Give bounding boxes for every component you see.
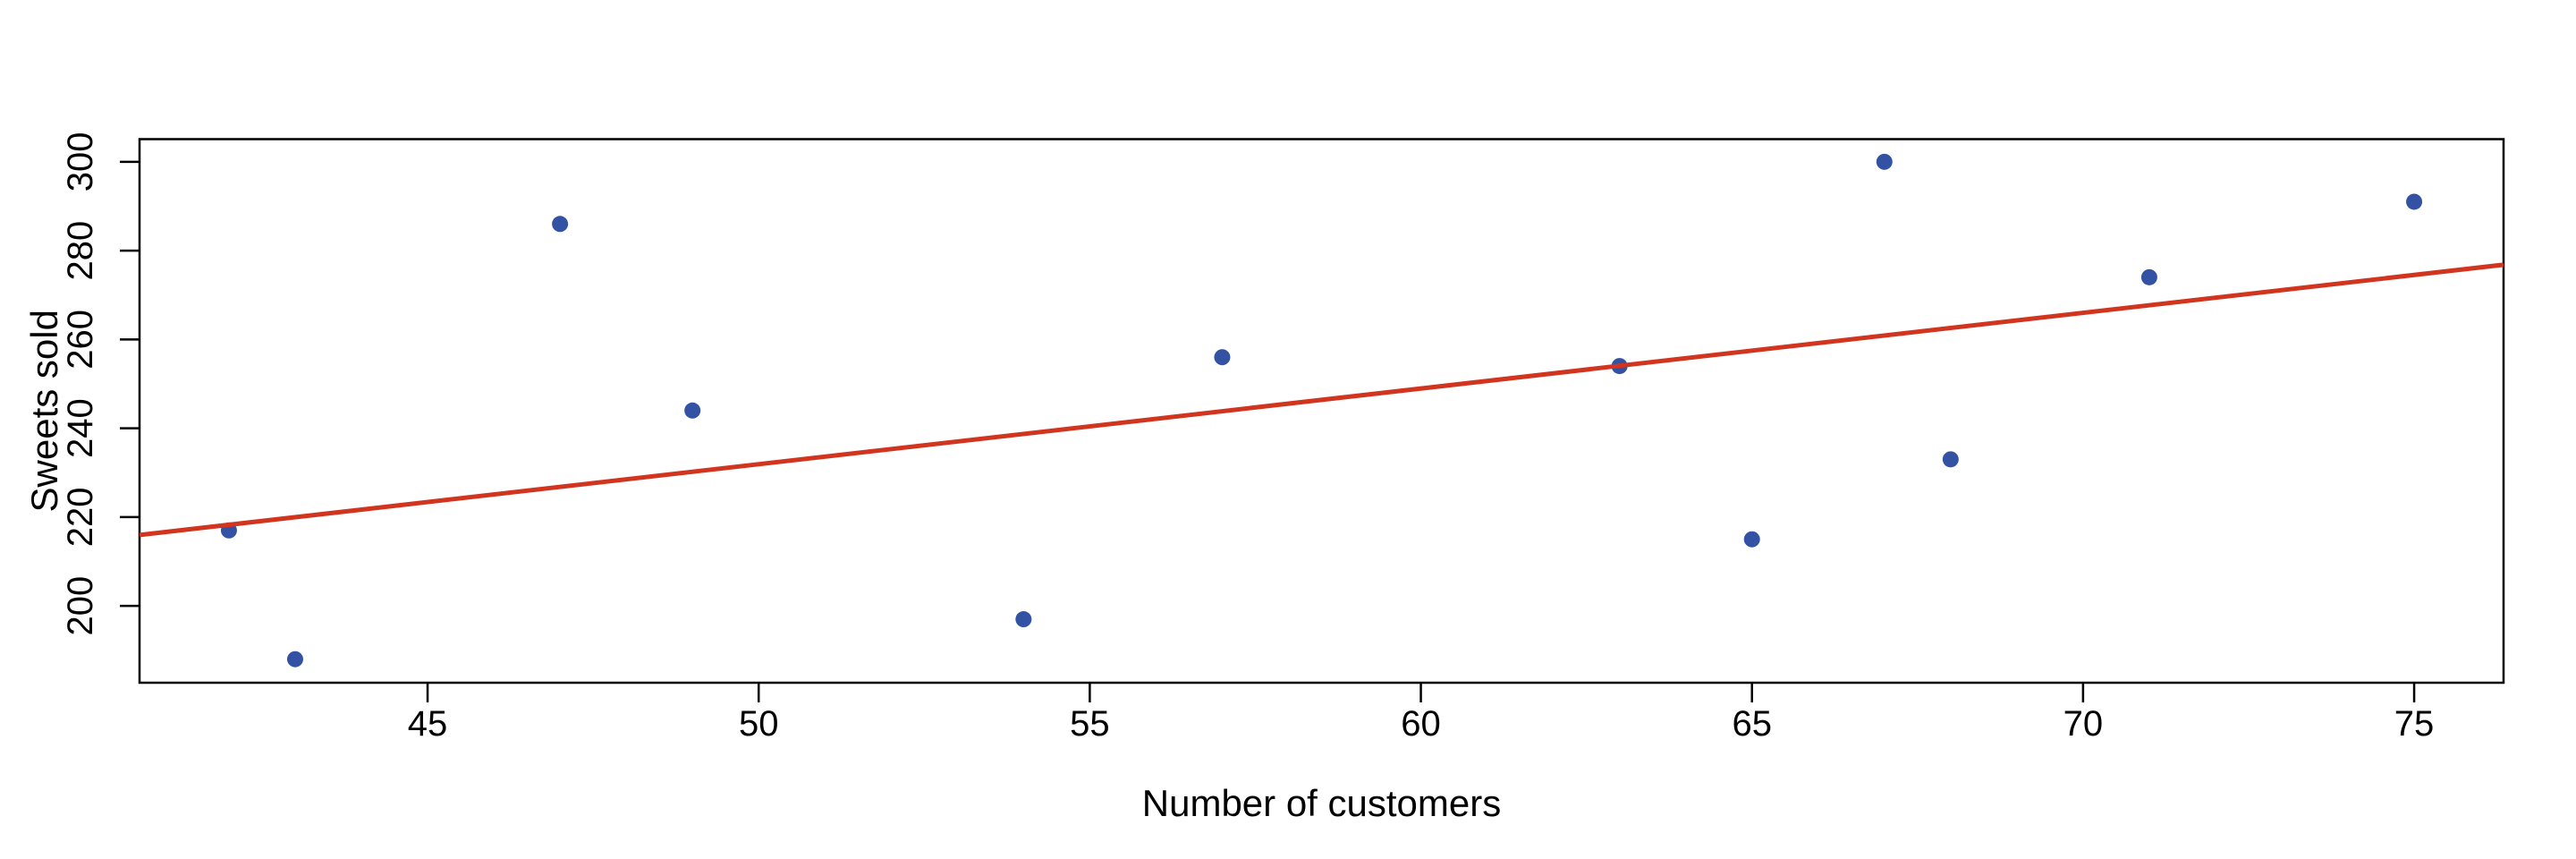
plot-border — [138, 138, 2505, 685]
x-tick-label: 55 — [1070, 704, 1110, 744]
x-tick-label: 45 — [408, 704, 448, 744]
y-axis-ticks: 200 220 240 260 280 300 — [61, 132, 140, 636]
x-tick-label: 70 — [2063, 704, 2104, 744]
regression-line — [139, 262, 2504, 538]
x-tick-label: 60 — [1401, 704, 1441, 744]
plot-frame — [138, 138, 2505, 685]
trend-line — [139, 262, 2504, 538]
data-point — [1214, 349, 1231, 366]
data-point — [286, 651, 303, 668]
x-axis-title: Number of customers — [1142, 782, 1501, 824]
data-point — [2140, 268, 2157, 285]
y-tick-label: 260 — [61, 310, 100, 370]
data-point — [1015, 611, 1032, 628]
data-point — [1876, 153, 1893, 170]
data-point — [2406, 193, 2423, 210]
y-axis-title: Sweets sold — [23, 310, 65, 512]
x-tick-label: 75 — [2394, 704, 2435, 744]
x-tick-label: 50 — [739, 704, 779, 744]
x-axis-ticks: 45 50 55 60 65 70 75 — [408, 683, 2435, 744]
y-tick-label: 220 — [61, 487, 100, 547]
data-point — [1942, 451, 1959, 468]
data-point — [552, 216, 569, 233]
y-tick-label: 200 — [61, 576, 100, 636]
y-tick-label: 280 — [61, 221, 100, 281]
y-tick-label: 240 — [61, 398, 100, 458]
data-points — [220, 153, 2423, 668]
y-tick-label: 300 — [61, 132, 100, 191]
data-point — [684, 402, 701, 419]
x-tick-label: 65 — [1732, 704, 1772, 744]
data-point — [1743, 531, 1760, 548]
